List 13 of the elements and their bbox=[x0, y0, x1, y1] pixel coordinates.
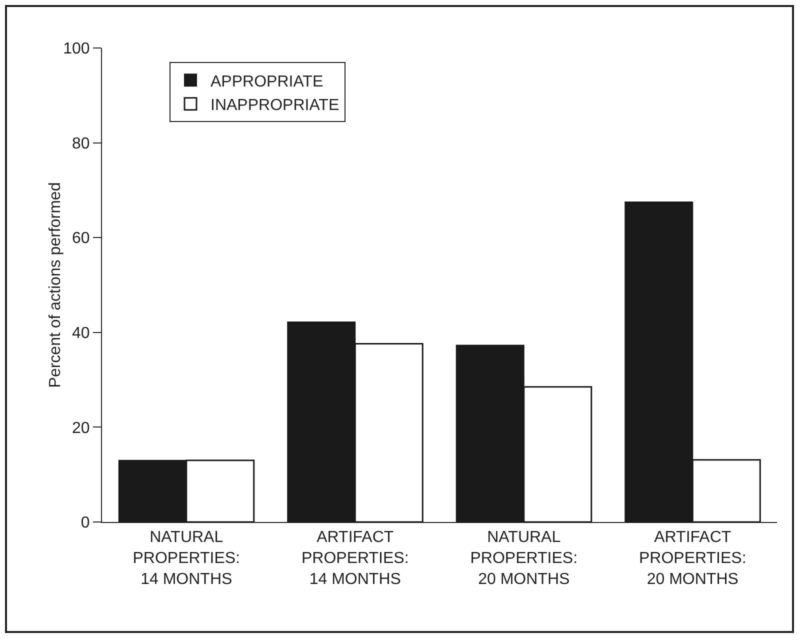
legend-label: APPROPRIATE bbox=[210, 73, 324, 90]
x-tick-label: NATURAL PROPERTIES: 14 MONTHS bbox=[132, 529, 240, 588]
y-tick-label: 100 bbox=[63, 40, 90, 58]
y-axis-title: Percent of actions performed bbox=[47, 182, 64, 388]
y-tick-label: 0 bbox=[80, 514, 90, 532]
y-tick-label: 20 bbox=[72, 420, 90, 437]
x-tick-label: ARTIFACT PROPERTIES: 20 MONTHS bbox=[638, 529, 746, 588]
y-tick-label: 40 bbox=[72, 325, 90, 342]
y-tick-label: 60 bbox=[72, 230, 90, 248]
x-tick-label: NATURAL PROPERTIES: 20 MONTHS bbox=[470, 529, 578, 588]
x-tick-label: ARTIFACT PROPERTIES: 14 MONTHS bbox=[301, 529, 409, 588]
legend-label: INAPPROPRIATE bbox=[210, 97, 340, 114]
y-tick-label: 80 bbox=[72, 135, 90, 152]
